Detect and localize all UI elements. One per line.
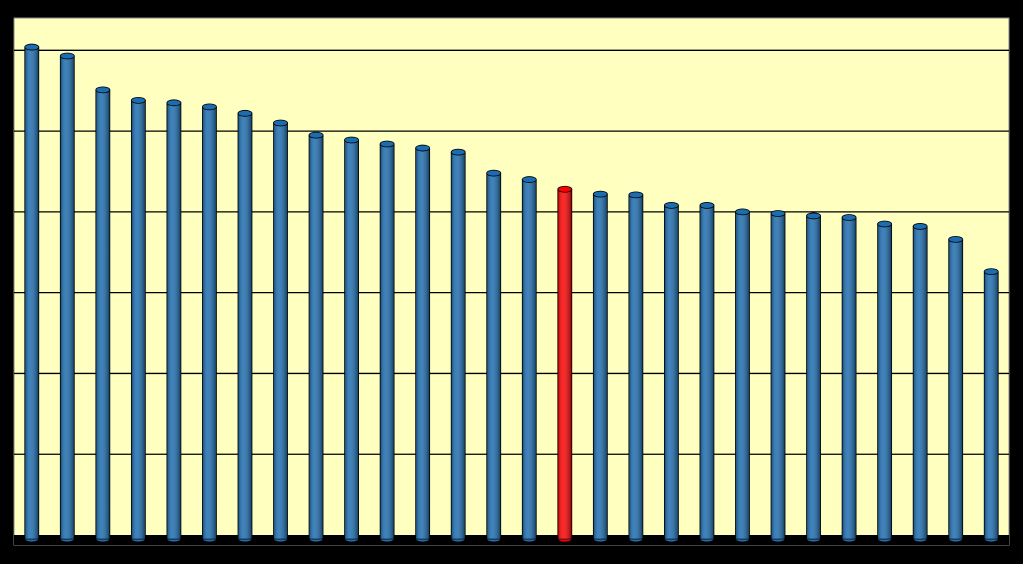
bar-shade <box>984 271 999 539</box>
bar-shade <box>806 215 821 539</box>
bar-shade <box>771 213 786 539</box>
bar-shade <box>593 194 608 539</box>
bar-shade <box>309 135 324 539</box>
bar-cap <box>841 214 857 221</box>
bar-shade <box>131 100 146 539</box>
bar-shade <box>699 205 714 539</box>
bar-shade <box>877 223 892 539</box>
bar-cap <box>912 223 928 230</box>
bar-cap <box>237 109 253 117</box>
bar-cap <box>415 144 431 152</box>
bar-shade <box>842 217 857 539</box>
bar-shade <box>913 226 928 539</box>
bar-cap <box>59 52 75 60</box>
bar-cap <box>273 119 288 127</box>
bar-shade <box>664 205 679 539</box>
bar-shade <box>344 139 359 540</box>
bar-cap <box>699 202 715 209</box>
bar-cap <box>24 43 40 51</box>
bar-shade <box>202 106 217 539</box>
bar-cap <box>202 103 217 111</box>
bar-shade <box>628 194 643 539</box>
bar-cap <box>450 148 466 156</box>
bar-cap <box>344 136 359 144</box>
bar-cap <box>557 185 573 193</box>
bar-shade <box>557 189 572 539</box>
bar-cap <box>664 202 679 209</box>
bar-cap <box>130 96 146 104</box>
bar-cap <box>95 86 111 94</box>
bar-cap <box>521 176 537 183</box>
bar-cap <box>770 210 786 217</box>
bar-shade <box>60 55 75 539</box>
bar-shade <box>95 89 110 539</box>
bar-cap <box>735 208 750 216</box>
bar-shade <box>273 123 288 539</box>
bar-shade <box>415 148 430 540</box>
bar-shade <box>522 179 537 539</box>
bar-cap <box>486 169 502 177</box>
bar-cap <box>806 212 821 220</box>
bar-cap <box>379 140 395 148</box>
bar-cap <box>948 235 964 243</box>
bar-cap <box>877 220 893 228</box>
bar-cap <box>166 99 182 107</box>
bar-shade <box>735 211 750 539</box>
bar-shade <box>486 173 501 539</box>
bar-cap <box>983 268 999 276</box>
bar-shade <box>451 152 466 540</box>
bar-shade <box>166 102 181 539</box>
bar-shade <box>237 113 252 540</box>
floor <box>14 535 1009 545</box>
plot-area <box>13 17 1010 546</box>
bar-cap <box>628 191 644 199</box>
bar-shade <box>948 239 963 539</box>
bar-shade <box>380 144 395 540</box>
bar-cap <box>308 131 324 139</box>
bar-cap <box>592 190 608 198</box>
bar-shade <box>24 47 39 540</box>
